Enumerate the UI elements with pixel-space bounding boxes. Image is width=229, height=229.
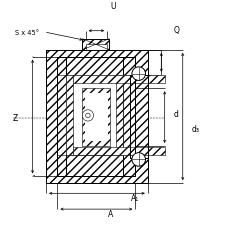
Bar <box>82 39 109 51</box>
Circle shape <box>82 110 93 122</box>
Text: B₁: B₁ <box>99 80 107 89</box>
Text: S x 45°: S x 45° <box>14 30 38 36</box>
Circle shape <box>131 68 145 81</box>
Bar <box>57 57 135 177</box>
Text: Z: Z <box>13 114 18 123</box>
Bar <box>129 75 147 159</box>
Circle shape <box>131 153 145 166</box>
Bar <box>73 147 164 155</box>
Text: d: d <box>173 109 178 118</box>
Text: U: U <box>109 2 115 11</box>
Circle shape <box>85 114 90 118</box>
Bar <box>66 57 122 75</box>
Bar <box>84 93 107 142</box>
Bar <box>46 51 147 183</box>
Text: A₁: A₁ <box>131 194 139 202</box>
Text: A₂: A₂ <box>95 100 103 109</box>
Bar <box>122 57 135 177</box>
Bar <box>57 57 66 177</box>
Text: A: A <box>107 209 113 218</box>
Bar <box>66 75 122 155</box>
Bar <box>66 155 122 177</box>
Text: d₃: d₃ <box>191 125 199 134</box>
Text: Q: Q <box>173 26 179 35</box>
Bar <box>66 75 73 155</box>
Bar <box>73 75 164 83</box>
Bar <box>46 51 147 183</box>
Bar <box>129 75 147 159</box>
Bar <box>85 45 107 51</box>
Bar <box>82 89 109 146</box>
Ellipse shape <box>86 109 105 127</box>
Bar <box>116 75 122 155</box>
Bar <box>57 57 135 177</box>
